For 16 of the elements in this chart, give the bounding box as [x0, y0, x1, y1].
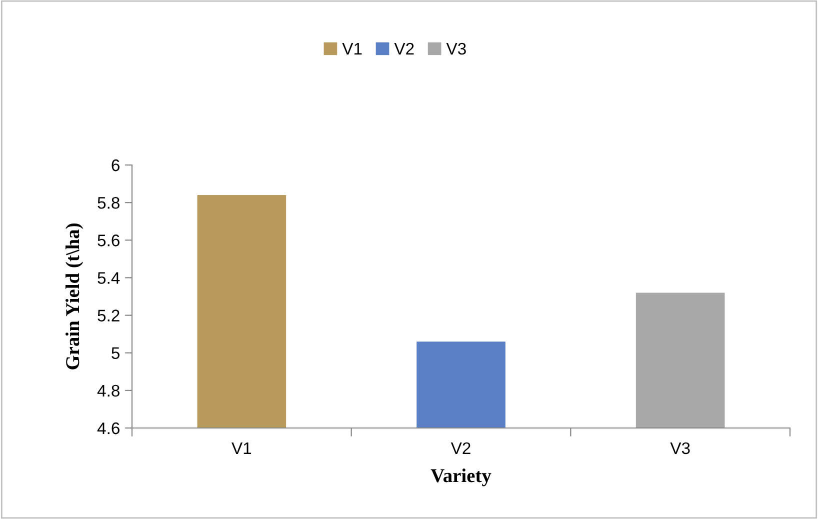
- y-tick-label: 5.4: [98, 272, 120, 284]
- legend-label: V2: [394, 42, 414, 54]
- x-tick-label: V2: [450, 442, 470, 454]
- legend-label: V1: [342, 43, 362, 54]
- y-tick-label: 6: [112, 159, 120, 172]
- y-tick-label: 5.6: [98, 234, 120, 246]
- x-tick-label: V1: [232, 442, 252, 454]
- y-tick-label: 4.8: [97, 384, 120, 397]
- y-tick-label: 4.6: [97, 422, 120, 434]
- y-tick-label: 5.2: [98, 310, 120, 322]
- legend-label: V3: [446, 42, 466, 55]
- x-axis-title: Variety: [430, 468, 492, 486]
- x-tick-label: V3: [670, 442, 690, 454]
- y-tick-label: 5: [112, 347, 120, 360]
- y-tick-label: 5.8: [98, 196, 120, 209]
- y-axis-title: Grain Yield (t\ha): [66, 224, 84, 370]
